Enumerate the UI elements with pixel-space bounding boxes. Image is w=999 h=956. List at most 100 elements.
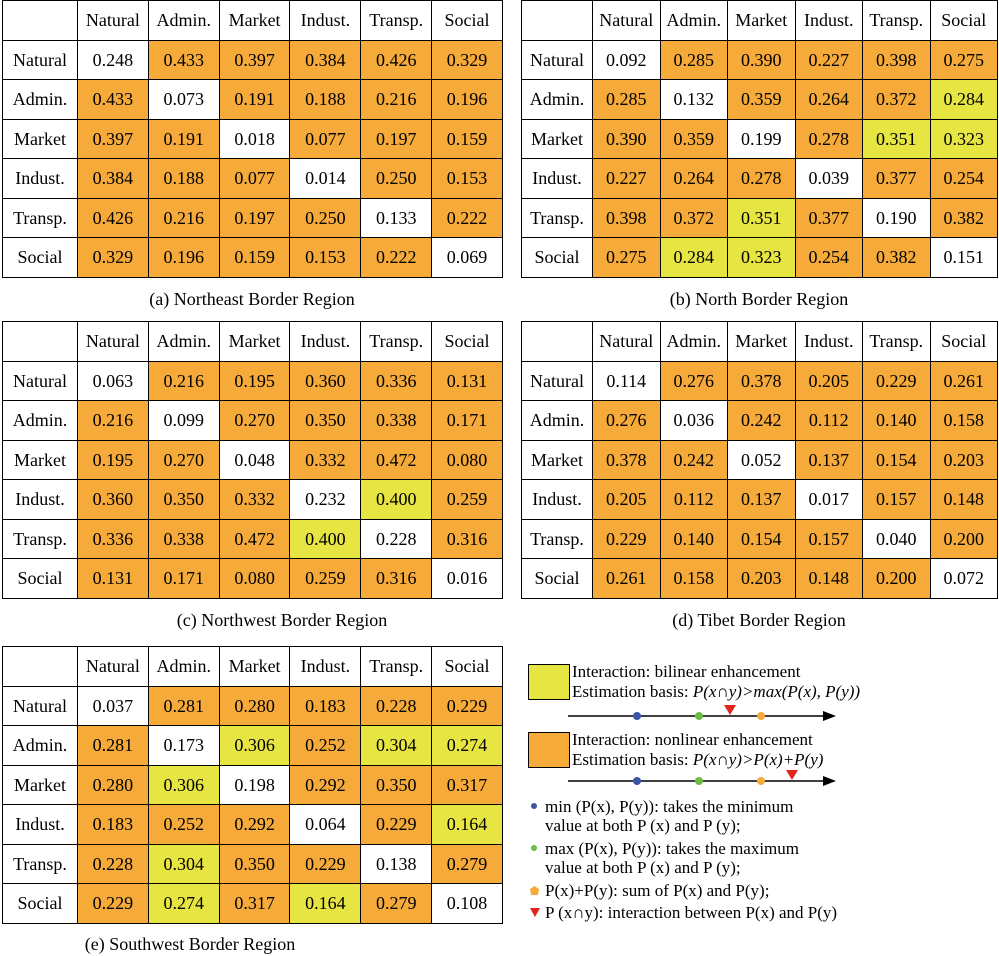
value-cell: 0.285 [592, 79, 661, 120]
value-cell: 0.069 [431, 237, 503, 278]
value-cell: 0.350 [289, 400, 362, 441]
panel-e: Natural Admin. Market Indust. Transp. Social N… [2, 646, 503, 924]
red-triangle-icon [786, 770, 798, 780]
legend-basis-formula: P(x∩y)>max(P(x), P(y)) [692, 682, 861, 701]
value-cell: 0.153 [289, 237, 362, 278]
matrix-table: Natural Admin. Market Indust. Transp. Social N… [521, 321, 998, 599]
table-row: Indust. 0.183 0.252 0.292 0.064 0.229 0.164 [2, 804, 503, 845]
value-cell: 0.350 [147, 479, 220, 520]
row-header: Transp. [521, 518, 593, 559]
value-cell: 0.397 [218, 39, 291, 80]
table-row: Market 0.195 0.270 0.048 0.332 0.472 0.080 [2, 439, 503, 480]
table-row: Social 0.329 0.196 0.159 0.153 0.222 0.069 [2, 237, 503, 278]
value-cell: 0.198 [218, 764, 291, 805]
panel-d: Natural Admin. Market Indust. Transp. Social N… [521, 321, 998, 599]
legend-item-text: value at both P (x) and P (y); [545, 816, 741, 835]
value-cell: 0.072 [929, 558, 998, 599]
row-header: Indust. [2, 479, 78, 520]
panel-a-caption: (a) Northeast Border Region [149, 289, 355, 309]
value-cell: 0.216 [77, 400, 149, 441]
value-cell: 0.250 [289, 197, 362, 238]
row-header: Natural [521, 39, 593, 80]
value-cell: 0.132 [659, 79, 728, 120]
value-cell: 0.183 [289, 685, 362, 726]
value-cell: 0.080 [218, 558, 291, 599]
table-row: Natural 0.248 0.433 0.397 0.384 0.426 0.329 [2, 39, 503, 80]
row-header: Indust. [521, 158, 593, 199]
value-cell: 0.332 [218, 479, 291, 520]
table-row: Transp. 0.228 0.304 0.350 0.229 0.138 0.279 [2, 843, 503, 884]
value-cell: 0.227 [794, 39, 863, 80]
blue-dot-icon [531, 803, 537, 809]
panel-a: Natural Admin. Market Indust. Transp. Social N… [2, 0, 503, 278]
value-cell: 0.037 [77, 685, 149, 726]
corner-cell [2, 321, 78, 362]
value-cell: 0.351 [727, 197, 796, 238]
row-header: Indust. [521, 479, 593, 520]
column-header: Natural [77, 646, 149, 687]
value-cell: 0.196 [147, 237, 220, 278]
value-cell: 0.259 [289, 558, 362, 599]
column-header: Market [218, 646, 291, 687]
legend-swatch-nonlinear [528, 732, 570, 768]
blue-dot-icon [633, 777, 641, 785]
value-cell: 0.275 [592, 237, 661, 278]
row-header: Market [2, 439, 78, 480]
value-cell: 0.398 [592, 197, 661, 238]
value-cell: 0.248 [77, 39, 149, 80]
column-header: Transp. [360, 0, 433, 41]
value-cell: 0.292 [289, 764, 362, 805]
value-cell: 0.384 [77, 158, 149, 199]
value-cell: 0.036 [659, 400, 728, 441]
table-row: Market 0.390 0.359 0.199 0.278 0.351 0.323 [521, 118, 998, 159]
legend-item-text: P(x)+P(y): sum of P(x) and P(y); [545, 881, 770, 900]
value-cell: 0.232 [289, 479, 362, 520]
row-header: Social [521, 558, 593, 599]
legend-basis-label: Estimation basis: [572, 750, 693, 769]
table-row: Transp. 0.229 0.140 0.154 0.157 0.040 0.200 [521, 518, 998, 559]
value-cell: 0.336 [77, 518, 149, 559]
column-header: Market [727, 0, 796, 41]
value-cell: 0.063 [77, 360, 149, 401]
value-cell: 0.329 [77, 237, 149, 278]
value-cell: 0.351 [862, 118, 931, 159]
value-cell: 0.316 [360, 558, 433, 599]
legend-swatch-bilinear [528, 664, 570, 700]
orange-dot-icon [757, 712, 765, 720]
value-cell: 0.195 [77, 439, 149, 480]
panel-c-caption: (c) Northwest Border Region [176, 610, 388, 630]
value-cell: 0.154 [727, 518, 796, 559]
table-row: Admin. 0.281 0.173 0.306 0.252 0.304 0.274 [2, 725, 503, 766]
corner-cell [2, 0, 78, 41]
value-cell: 0.390 [727, 39, 796, 80]
row-header: Natural [2, 360, 78, 401]
value-cell: 0.281 [147, 685, 220, 726]
row-header: Admin. [2, 725, 78, 766]
legend-bilinear-title: Interaction: bilinear enhancement [572, 662, 801, 681]
table-row: Natural 0.037 0.281 0.280 0.183 0.228 0.229 [2, 685, 503, 726]
column-header: Natural [77, 321, 149, 362]
value-cell: 0.281 [77, 725, 149, 766]
row-header: Admin. [521, 400, 593, 441]
value-cell: 0.052 [727, 439, 796, 480]
value-cell: 0.222 [431, 197, 503, 238]
matrix-table: Natural Admin. Market Indust. Transp. Social N… [2, 0, 503, 278]
value-cell: 0.137 [727, 479, 796, 520]
value-cell: 0.014 [289, 158, 362, 199]
table-row: Admin. 0.433 0.073 0.191 0.188 0.216 0.196 [2, 79, 503, 120]
legend-item-text: min (P(x), P(y)): takes the minimum [545, 797, 794, 816]
value-cell: 0.433 [77, 79, 149, 120]
panel-b-caption: (b) North Border Region [669, 289, 849, 309]
value-cell: 0.227 [592, 158, 661, 199]
green-dot-icon [531, 845, 537, 851]
table-row: Transp. 0.336 0.338 0.472 0.400 0.228 0.316 [2, 518, 503, 559]
value-cell: 0.158 [659, 558, 728, 599]
value-cell: 0.048 [218, 439, 291, 480]
value-cell: 0.280 [218, 685, 291, 726]
table-row: Admin. 0.276 0.036 0.242 0.112 0.140 0.158 [521, 400, 998, 441]
value-cell: 0.317 [218, 883, 291, 924]
value-cell: 0.108 [431, 883, 503, 924]
value-cell: 0.276 [592, 400, 661, 441]
value-cell: 0.196 [431, 79, 503, 120]
value-cell: 0.304 [147, 843, 220, 884]
